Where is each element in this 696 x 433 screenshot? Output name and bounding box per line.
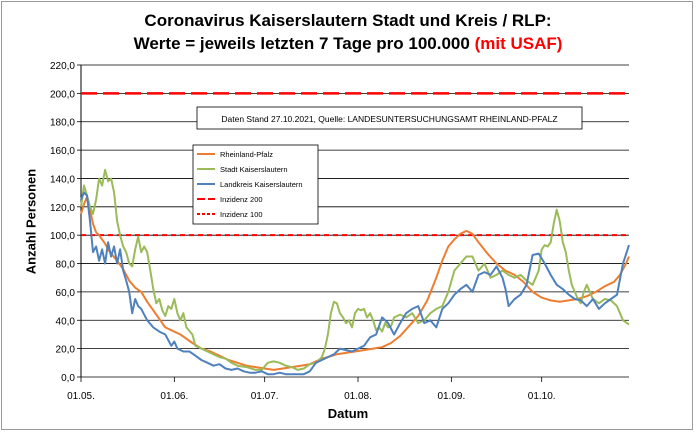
y-tick-label: 0,0 xyxy=(61,373,75,384)
chart-title-highlight: (mit USAF) xyxy=(474,34,563,53)
annotation-text: Daten Stand 27.10.2021, Quelle: LANDESUN… xyxy=(221,114,557,124)
series-line xyxy=(80,195,630,371)
y-tick-label: 60,0 xyxy=(56,288,76,299)
y-tick-label: 180,0 xyxy=(50,118,75,129)
y-tick-label: 140,0 xyxy=(50,174,75,185)
y-tick-label: 160,0 xyxy=(50,146,75,157)
x-tick-label: 01.07. xyxy=(251,391,279,402)
legend-label: Stadt Kaiserslautern xyxy=(220,165,288,174)
x-tick-label: 01.05. xyxy=(67,391,95,402)
y-tick-label: 200,0 xyxy=(50,89,75,100)
chart-title-line2-text: Werte = jeweils letzten 7 Tage pro 100.0… xyxy=(133,34,475,53)
x-tick-label: 01.10. xyxy=(528,391,556,402)
legend-label: Rheinland-Pfalz xyxy=(220,150,273,159)
legend-label: Landkreis Kaiserslautern xyxy=(220,180,303,189)
chart-title-line2: Werte = jeweils letzten 7 Tage pro 100.0… xyxy=(2,34,694,54)
x-tick-label: 01.09. xyxy=(437,391,465,402)
annotation-box xyxy=(196,106,583,130)
x-tick-label: 01.06. xyxy=(160,391,188,402)
chart-title-line1: Coronavirus Kaiserslautern Stadt und Kre… xyxy=(144,11,552,30)
legend-label: Inzidenz 100 xyxy=(220,210,263,219)
y-tick-label: 40,0 xyxy=(56,316,76,327)
y-tick-label: 220,0 xyxy=(50,61,75,72)
y-tick-label: 100,0 xyxy=(50,231,75,242)
series-line xyxy=(80,168,630,371)
series-line xyxy=(80,191,630,376)
y-tick-label: 20,0 xyxy=(56,345,76,356)
legend-label: Inzidenz 200 xyxy=(220,195,263,204)
x-tick-label: 01.08. xyxy=(344,391,372,402)
x-axis-label: Datum xyxy=(327,406,369,421)
y-tick-label: 80,0 xyxy=(56,260,76,271)
y-tick-label: 120,0 xyxy=(50,203,75,214)
